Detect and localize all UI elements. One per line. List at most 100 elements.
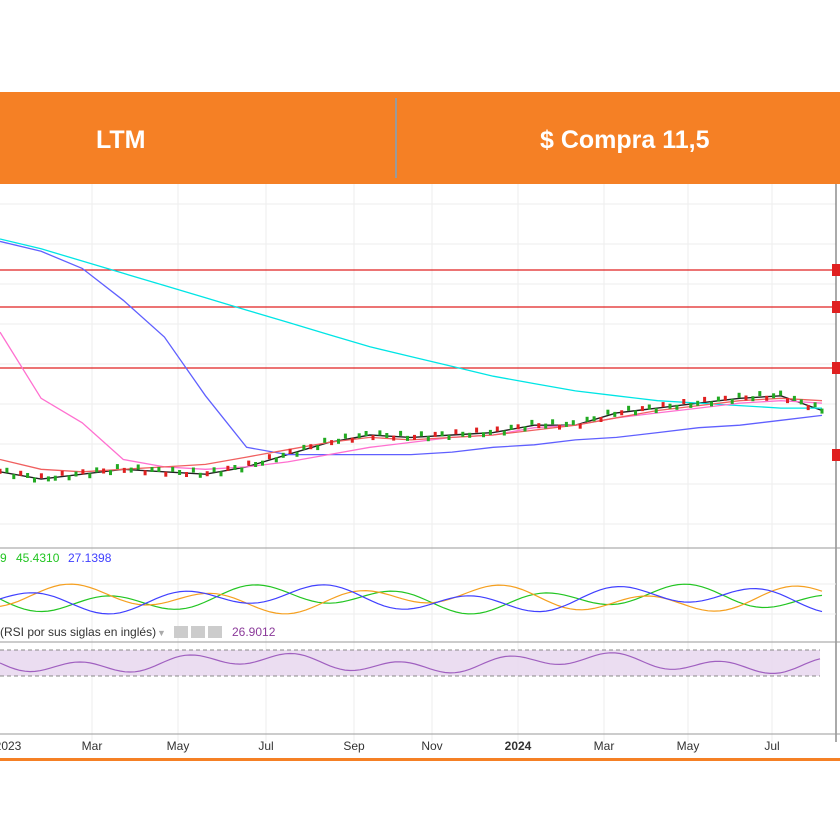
dmi-value-1: 9: [0, 551, 7, 565]
candle: [544, 423, 548, 429]
candle: [178, 470, 182, 475]
candle: [792, 395, 796, 401]
candle: [226, 465, 230, 471]
candle: [647, 404, 651, 410]
stock-chart: 9 45.4310 27.1398 (RSI por sus siglas en…: [0, 184, 840, 764]
candle: [613, 411, 617, 417]
candle: [509, 424, 513, 430]
dmi-value-3: 27.1398: [68, 551, 112, 565]
candle: [67, 475, 71, 481]
candle: [523, 426, 527, 432]
candle: [357, 433, 361, 439]
candle: [751, 396, 755, 402]
rsi-controls[interactable]: ▼: [157, 626, 222, 638]
candle: [233, 465, 237, 470]
candle: [12, 474, 16, 480]
candle: [765, 395, 769, 401]
candle: [136, 464, 140, 470]
candle: [53, 475, 57, 481]
candle: [198, 472, 202, 478]
candle: [295, 451, 299, 457]
candle: [102, 468, 106, 474]
banner-divider: [395, 98, 397, 178]
candle: [723, 395, 727, 401]
dmi-line-1: [0, 583, 823, 615]
candle: [558, 424, 561, 430]
candle: [682, 399, 686, 404]
candle: [302, 444, 306, 450]
candle: [495, 426, 499, 432]
candle: [599, 417, 603, 422]
candle: [482, 432, 485, 438]
candle: [537, 423, 541, 429]
chart-svg: 9 45.4310 27.1398 (RSI por sus siglas en…: [0, 184, 840, 753]
candle: [157, 467, 161, 472]
chart-grid: [0, 184, 836, 742]
candle: [585, 416, 589, 422]
candle: [551, 419, 555, 425]
candle: [592, 416, 596, 422]
candle: [703, 396, 707, 402]
candle: [806, 405, 810, 411]
candle: [447, 435, 451, 440]
candle: [74, 471, 78, 477]
candle: [564, 421, 568, 427]
candle: [164, 471, 168, 477]
candle: [323, 437, 327, 443]
candle: [627, 405, 631, 411]
candle: [267, 454, 271, 460]
price-tag: [832, 301, 840, 313]
candle: [606, 409, 610, 415]
price-tag: [832, 449, 840, 461]
candle: [737, 392, 741, 398]
candle: [171, 466, 175, 472]
candle: [129, 467, 133, 473]
candle: [710, 401, 713, 407]
candle: [254, 462, 258, 467]
candle: [95, 467, 99, 473]
rsi-label: (RSI por sus siglas en inglés): [0, 625, 156, 639]
candle: [309, 444, 313, 450]
candle: [406, 435, 409, 441]
x-tick-label: May: [167, 739, 190, 753]
candle: [634, 410, 637, 416]
header-banner: LTM $ Compra 11,5: [0, 92, 840, 184]
candle: [39, 473, 43, 479]
candle: [274, 457, 278, 463]
candle: [115, 464, 119, 470]
x-tick-label: Sep: [343, 739, 365, 753]
candle: [772, 393, 776, 399]
x-tick-label: Jul: [258, 739, 273, 753]
candle: [81, 469, 85, 475]
candle: [661, 402, 665, 408]
candle: [247, 460, 251, 466]
x-tick-label: Mar: [82, 739, 103, 753]
x-tick-label: Mar: [594, 739, 615, 753]
candle: [392, 435, 396, 441]
candle: [675, 404, 679, 410]
candle: [350, 437, 354, 443]
candle: [530, 419, 534, 425]
candle: [799, 399, 803, 405]
candle: [571, 420, 575, 426]
candle: [620, 410, 624, 416]
candle: [109, 470, 112, 476]
x-tick-label: May: [677, 739, 700, 753]
x-tick-label: Jul: [764, 739, 779, 753]
candle: [813, 402, 817, 408]
candle: [758, 391, 762, 397]
candle: [281, 452, 285, 458]
candle: [779, 390, 783, 396]
candle: [205, 471, 209, 477]
candle: [668, 403, 672, 409]
series-line-2: [0, 240, 823, 456]
rsi-line: [0, 652, 821, 674]
candle: [468, 432, 472, 438]
candle: [689, 402, 693, 408]
candle: [5, 467, 9, 473]
candle: [46, 476, 50, 482]
candle: [330, 440, 334, 446]
candle: [371, 435, 375, 441]
candle: [0, 468, 2, 474]
candle: [261, 460, 264, 466]
